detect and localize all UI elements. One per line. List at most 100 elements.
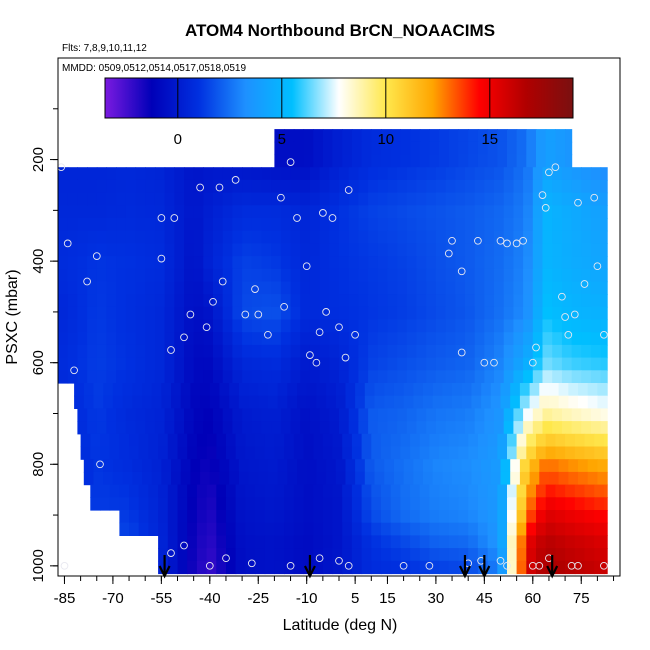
heatmap-cell bbox=[581, 319, 592, 333]
heatmap-cell bbox=[368, 344, 379, 359]
heatmap-cell bbox=[67, 281, 78, 295]
heatmap-cell bbox=[468, 446, 479, 460]
heatmap-cell bbox=[368, 421, 379, 435]
heatmap-cell bbox=[271, 268, 282, 283]
heatmap-cell bbox=[377, 167, 389, 181]
heatmap-cell bbox=[58, 205, 69, 219]
heatmap-cell bbox=[381, 433, 392, 448]
sample-point bbox=[480, 358, 489, 367]
heatmap-cell bbox=[226, 548, 237, 562]
heatmap-cell bbox=[80, 433, 91, 448]
heatmap-cell bbox=[174, 332, 185, 346]
heatmap-cell bbox=[426, 167, 437, 181]
heatmap-cell bbox=[261, 218, 272, 232]
heatmap-cell bbox=[532, 281, 544, 295]
heatmap-cell bbox=[122, 459, 133, 473]
heatmap-cell bbox=[348, 344, 359, 359]
heatmap-cell bbox=[587, 471, 598, 486]
heatmap-cell bbox=[154, 230, 166, 244]
heatmap-cell bbox=[348, 205, 359, 219]
heatmap-cell bbox=[364, 471, 376, 486]
heatmap-cell bbox=[309, 357, 321, 371]
heatmap-cell bbox=[371, 510, 382, 524]
heatmap-cell bbox=[135, 179, 146, 194]
heatmap-cell bbox=[448, 433, 460, 448]
heatmap-cell bbox=[216, 497, 227, 511]
heatmap-cell bbox=[358, 256, 369, 270]
sample-point bbox=[63, 239, 72, 248]
heatmap-cell bbox=[477, 497, 489, 511]
heatmap-cell bbox=[303, 484, 314, 498]
heatmap-cell bbox=[274, 141, 285, 156]
heatmap-cell bbox=[125, 243, 137, 257]
heatmap-cell bbox=[87, 243, 98, 257]
heatmap-cell bbox=[319, 294, 330, 308]
heatmap-cell bbox=[164, 243, 175, 257]
heatmap-cell bbox=[300, 243, 311, 257]
heatmap-cell bbox=[461, 459, 472, 473]
heatmap-cell bbox=[555, 129, 566, 143]
heatmap-cell bbox=[319, 370, 330, 384]
heatmap-cell bbox=[67, 344, 78, 359]
heatmap-cell bbox=[222, 344, 233, 359]
heatmap-cell bbox=[455, 357, 466, 371]
heatmap-cell bbox=[600, 306, 608, 321]
heatmap-cell bbox=[145, 421, 156, 435]
heatmap-cell bbox=[193, 243, 204, 257]
heatmap-cell bbox=[171, 383, 182, 397]
heatmap-cell bbox=[355, 459, 366, 473]
heatmap-cell bbox=[238, 471, 250, 486]
heatmap-cell bbox=[339, 192, 350, 206]
heatmap-cell bbox=[238, 459, 250, 473]
heatmap-cell bbox=[561, 256, 573, 270]
heatmap-cell bbox=[507, 154, 518, 168]
heatmap-cell bbox=[590, 357, 602, 371]
heatmap-cell bbox=[390, 497, 401, 511]
heatmap-cell bbox=[351, 560, 363, 575]
heatmap-cell bbox=[590, 370, 602, 384]
heatmap-cell bbox=[255, 560, 266, 575]
colorbar-tick-label: 10 bbox=[377, 131, 394, 148]
heatmap-cell bbox=[271, 370, 282, 384]
heatmap-cell bbox=[545, 548, 556, 562]
heatmap-cell bbox=[597, 471, 608, 486]
heatmap-cell bbox=[271, 243, 282, 257]
heatmap-cell bbox=[590, 243, 602, 257]
heatmap-cell bbox=[581, 281, 592, 295]
heatmap-cell bbox=[284, 446, 295, 460]
heatmap-cell bbox=[358, 281, 369, 295]
heatmap-cell bbox=[58, 256, 69, 270]
heatmap-cell bbox=[297, 459, 308, 473]
heatmap-cell bbox=[135, 243, 146, 257]
heatmap-cell bbox=[187, 446, 198, 460]
heatmap-cell bbox=[532, 167, 544, 181]
heatmap-cell bbox=[251, 243, 263, 257]
heatmap-cell bbox=[145, 167, 156, 181]
heatmap-cell bbox=[536, 522, 547, 536]
sample-point bbox=[545, 168, 553, 177]
heatmap-cell bbox=[174, 344, 185, 359]
heatmap-cell bbox=[184, 256, 195, 270]
heatmap-cell bbox=[406, 167, 418, 181]
heatmap-cell bbox=[381, 548, 392, 562]
heatmap-cell bbox=[235, 433, 246, 448]
heatmap-cell bbox=[300, 179, 311, 194]
heatmap-cell bbox=[135, 294, 146, 308]
heatmap-cell bbox=[377, 256, 389, 270]
heatmap-cell bbox=[442, 459, 453, 473]
heatmap-cell bbox=[77, 243, 88, 257]
heatmap-cell bbox=[552, 179, 563, 194]
heatmap-cell bbox=[600, 344, 608, 359]
heatmap-cell bbox=[474, 230, 485, 244]
heatmap-cell bbox=[135, 192, 146, 206]
heatmap-cell bbox=[339, 243, 350, 257]
heatmap-cell bbox=[109, 497, 120, 511]
heatmap-cell bbox=[377, 243, 389, 257]
heatmap-cell bbox=[371, 522, 382, 536]
heatmap-cell bbox=[548, 471, 560, 486]
heatmap-cell bbox=[584, 548, 595, 562]
heatmap-cell bbox=[584, 560, 595, 575]
heatmap-cell bbox=[458, 510, 469, 524]
sample-point bbox=[503, 239, 511, 248]
heatmap-cell bbox=[435, 256, 447, 270]
